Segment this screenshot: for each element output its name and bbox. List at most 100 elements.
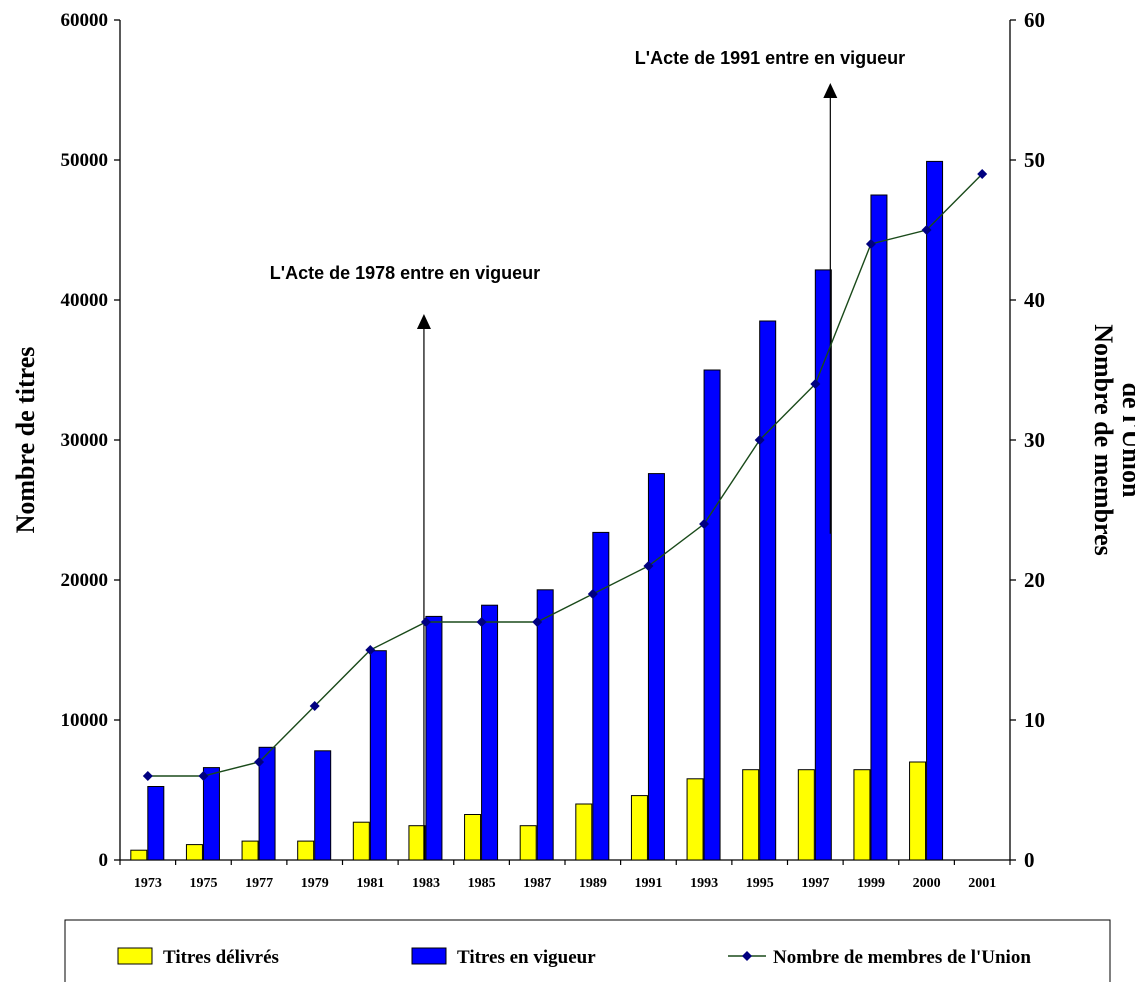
bars bbox=[130, 160, 944, 861]
y2-axis-title-line-1: Nombre de membres bbox=[1089, 324, 1118, 556]
bar-titres-delivres bbox=[853, 769, 871, 861]
annotation-arrow-head bbox=[823, 83, 838, 98]
bar-titres-delivres bbox=[130, 849, 148, 861]
members-line-path bbox=[147, 173, 983, 777]
x-tick-label: 1993 bbox=[690, 876, 718, 891]
right-tick-label: 0 bbox=[1024, 848, 1035, 872]
members-line-marker bbox=[420, 617, 431, 627]
x-tick-label: 1981 bbox=[356, 876, 384, 891]
legend: Titres délivrés Titres en vigueur Nombre… bbox=[64, 919, 1111, 982]
right-tick-label: 60 bbox=[1024, 8, 1045, 32]
members-line-marker bbox=[254, 757, 265, 767]
members-line-marker bbox=[198, 771, 209, 781]
legend-swatch-delivered bbox=[117, 947, 153, 965]
bar-titres-en-vigueur bbox=[481, 604, 499, 861]
members-line-marker bbox=[643, 561, 654, 571]
bar-titres-delivres bbox=[686, 778, 704, 861]
bar-titres-delivres bbox=[408, 825, 426, 861]
left-axis-ticks: 0 10000 20000 30000 40000 50000 60000 bbox=[61, 10, 120, 871]
x-tick-label: 1985 bbox=[468, 876, 496, 891]
members-line-marker bbox=[810, 379, 821, 389]
y2-axis-title-line-2: de l'Union bbox=[1117, 383, 1135, 498]
left-tick-label: 60000 bbox=[61, 10, 109, 31]
legend-frame bbox=[64, 919, 1111, 982]
bar-titres-en-vigueur bbox=[814, 269, 832, 861]
bar-titres-delivres bbox=[909, 761, 927, 861]
bar-titres-en-vigueur bbox=[258, 746, 276, 861]
members-line bbox=[142, 169, 988, 781]
bar-titres-delivres bbox=[742, 769, 760, 861]
left-tick-label: 50000 bbox=[61, 150, 109, 171]
members-line-marker bbox=[754, 435, 765, 445]
right-axis-ticks: 0 10 20 30 40 50 60 bbox=[1010, 8, 1045, 872]
right-tick-label: 10 bbox=[1024, 708, 1045, 732]
bar-titres-delivres bbox=[297, 840, 315, 861]
members-line-marker bbox=[309, 701, 320, 711]
left-tick-label: 0 bbox=[99, 850, 109, 871]
members-line-marker bbox=[142, 771, 153, 781]
left-tick-label: 20000 bbox=[61, 570, 109, 591]
x-tick-label: 1975 bbox=[189, 876, 217, 891]
bar-titres-en-vigueur bbox=[425, 615, 443, 861]
x-tick-label: 1979 bbox=[301, 876, 329, 891]
right-tick-label: 20 bbox=[1024, 568, 1045, 592]
bar-titres-delivres bbox=[241, 840, 259, 861]
x-tick-label: 1991 bbox=[634, 876, 662, 891]
bar-titres-delivres bbox=[630, 795, 648, 861]
legend-label-members: Nombre de membres de l'Union bbox=[773, 947, 1031, 968]
bar-titres-en-vigueur bbox=[592, 531, 610, 861]
members-line-marker bbox=[532, 617, 543, 627]
bar-titres-en-vigueur bbox=[147, 786, 165, 861]
bar-titres-en-vigueur bbox=[926, 160, 944, 861]
right-tick-label: 30 bbox=[1024, 428, 1045, 452]
x-tick-label: 1977 bbox=[245, 876, 273, 891]
members-line-marker bbox=[365, 645, 376, 655]
bar-titres-en-vigueur bbox=[314, 750, 332, 861]
annotations: L'Acte de 1978 entre en vigueur L'Acte de… bbox=[270, 48, 905, 860]
bar-titres-en-vigueur bbox=[647, 473, 665, 861]
bar-titres-en-vigueur bbox=[202, 767, 220, 861]
bar-titres-delivres bbox=[797, 769, 815, 861]
x-axis-ticks: 1973 1975 1977 1979 1981 1983 1985 1987 1989 1991… bbox=[119, 860, 1011, 891]
left-tick-label: 40000 bbox=[61, 290, 109, 311]
bar-titres-delivres bbox=[185, 844, 203, 861]
y-axis-title: Nombre de titres bbox=[11, 347, 40, 534]
bar-titres-delivres bbox=[464, 814, 482, 861]
bar-titres-en-vigueur bbox=[536, 589, 554, 861]
bar-titres-delivres bbox=[352, 821, 370, 861]
legend-label-in-force: Titres en vigueur bbox=[457, 947, 596, 968]
legend-swatch-in-force bbox=[411, 947, 447, 965]
bar-titres-en-vigueur bbox=[369, 650, 387, 861]
annotation-label: L'Acte de 1978 entre en vigueur bbox=[270, 263, 540, 283]
members-line-marker bbox=[921, 225, 932, 235]
annotation-arrow-head bbox=[416, 314, 431, 329]
x-tick-label: 1973 bbox=[134, 876, 162, 891]
left-tick-label: 30000 bbox=[61, 430, 109, 451]
members-line-marker bbox=[476, 617, 487, 627]
members-line-marker bbox=[977, 169, 988, 179]
bar-titres-en-vigueur bbox=[870, 194, 888, 861]
bar-titres-en-vigueur bbox=[759, 320, 777, 861]
members-line-marker bbox=[587, 589, 598, 599]
bar-titres-delivres bbox=[519, 825, 537, 861]
x-tick-label: 2001 bbox=[968, 876, 996, 891]
x-tick-label: 1999 bbox=[857, 876, 885, 891]
left-tick-label: 10000 bbox=[61, 710, 109, 731]
bar-titres-en-vigueur bbox=[703, 369, 721, 861]
members-line-marker bbox=[865, 239, 876, 249]
x-tick-label: 1997 bbox=[801, 876, 829, 891]
y2-axis-title: Nombre de membres de l'Union bbox=[1089, 324, 1135, 556]
x-tick-label: 1995 bbox=[746, 876, 774, 891]
right-tick-label: 40 bbox=[1024, 288, 1045, 312]
right-tick-label: 50 bbox=[1024, 148, 1045, 172]
x-tick-label: 2000 bbox=[913, 876, 941, 891]
x-tick-label: 1987 bbox=[523, 876, 551, 891]
annotation-label: L'Acte de 1991 entre en vigueur bbox=[635, 48, 905, 68]
x-tick-label: 1983 bbox=[412, 876, 440, 891]
bar-titres-delivres bbox=[575, 803, 593, 861]
members-line-marker bbox=[699, 519, 710, 529]
legend-label-delivered: Titres délivrés bbox=[163, 947, 279, 968]
legend-marker-members bbox=[742, 951, 752, 961]
x-tick-label: 1989 bbox=[579, 876, 607, 891]
